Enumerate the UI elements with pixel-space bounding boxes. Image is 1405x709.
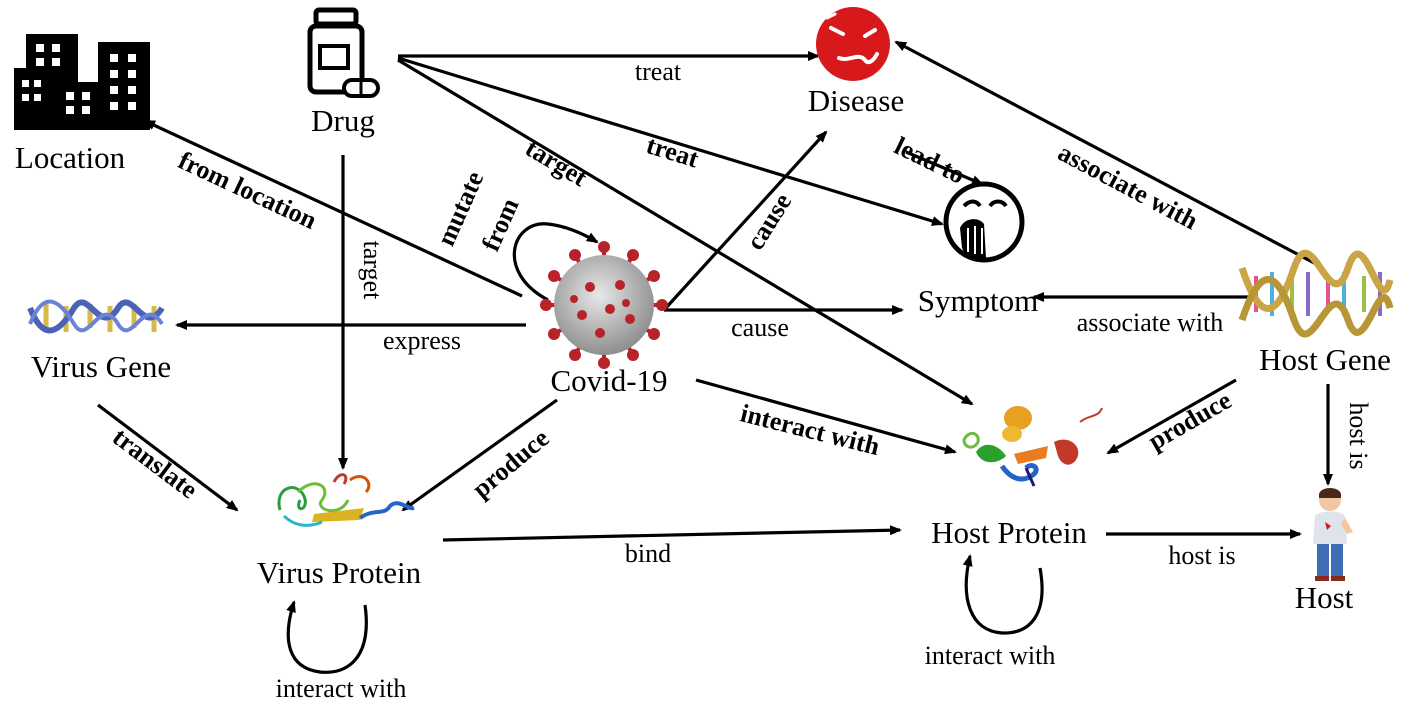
sick-face-icon — [816, 7, 890, 81]
edge-label-covid-mutate-from-2: from — [476, 193, 525, 255]
edge-covid-interact-host-protein — [695, 378, 957, 455]
edge-covid-produce-virus-protein — [401, 398, 558, 512]
edge-label-covid-cause-symptom: cause — [731, 313, 789, 342]
edge-label-covid-express-gene: express — [383, 326, 461, 355]
edge-label-covid-produce-virus-protein: produce — [467, 423, 555, 503]
node-label-host-gene: Host Gene — [1259, 342, 1391, 377]
dna-double-helix-icon — [1238, 249, 1394, 338]
edge-host-protein-self — [962, 554, 1044, 635]
node-labels: Location Drug Disease Symptom Virus Gene… — [15, 83, 1391, 615]
edge-label-virus-protein-self: interact with — [276, 674, 407, 703]
node-label-disease: Disease — [808, 83, 904, 118]
edge-covid-from-location — [143, 119, 523, 298]
edge-label-covid-interact-host-protein: interact with — [738, 398, 884, 461]
edge-drug-treat-symptom — [397, 56, 944, 226]
edge-covid-cause-disease — [662, 130, 828, 312]
edge-label-virus-protein-bind: bind — [625, 539, 671, 568]
node-label-virus-protein: Virus Protein — [257, 555, 422, 590]
edge-disease-lead-to-symptom — [905, 150, 984, 186]
edge-label-drug-treat-symptom: treat — [643, 130, 702, 173]
edge-label-drug-target-host-protein: target — [520, 133, 592, 192]
edges — [97, 40, 1333, 674]
edge-drug-target-host-protein — [397, 58, 974, 406]
edge-label-covid-cause-disease: cause — [740, 188, 797, 255]
node-label-virus-gene: Virus Gene — [31, 349, 171, 384]
node-label-location: Location — [15, 140, 126, 175]
edge-virus-gene-translate — [97, 403, 239, 512]
edge-virus-protein-bind — [442, 525, 902, 542]
edge-virus-protein-self — [286, 600, 368, 674]
edge-label-host-gene-associate-disease: associate with — [1053, 138, 1203, 236]
edge-label-virus-gene-translate: translate — [107, 422, 203, 504]
coughing-face-icon — [943, 181, 1025, 263]
edge-host-gene-produce-protein — [1106, 378, 1237, 455]
edge-label-host-gene-host-is: host is — [1344, 402, 1373, 469]
edge-label-disease-lead-to-symptom: lead to — [890, 131, 970, 190]
node-label-host-protein: Host Protein — [931, 515, 1087, 550]
edge-labels: treat treat target target from location … — [107, 57, 1373, 703]
edge-label-drug-treat-disease: treat — [635, 57, 682, 86]
node-label-covid: Covid-19 — [550, 363, 667, 398]
dna-helix-icon — [27, 299, 165, 334]
protein-ribbon-icon — [962, 406, 1103, 487]
coronavirus-icon — [540, 241, 668, 369]
protein-ribbon-icon — [277, 473, 415, 527]
node-label-drug: Drug — [311, 103, 375, 138]
node-label-symptom: Symptom — [918, 283, 1039, 318]
node-label-host: Host — [1295, 580, 1354, 615]
pill-bottle-icon — [307, 7, 380, 98]
person-icon — [1313, 488, 1353, 581]
edge-label-covid-from-location: from location — [174, 146, 322, 235]
edge-host-gene-associate-disease — [894, 40, 1319, 267]
edge-label-host-protein-self: interact with — [925, 641, 1056, 670]
edge-covid-mutate-from — [512, 222, 599, 302]
edge-label-host-gene-associate-symptom: associate with — [1077, 308, 1224, 337]
edge-label-host-protein-host-is: host is — [1168, 541, 1235, 570]
edge-label-drug-target-virus-protein: target — [358, 241, 387, 300]
buildings-icon — [14, 34, 150, 130]
edge-label-host-gene-produce-protein: produce — [1143, 385, 1236, 455]
